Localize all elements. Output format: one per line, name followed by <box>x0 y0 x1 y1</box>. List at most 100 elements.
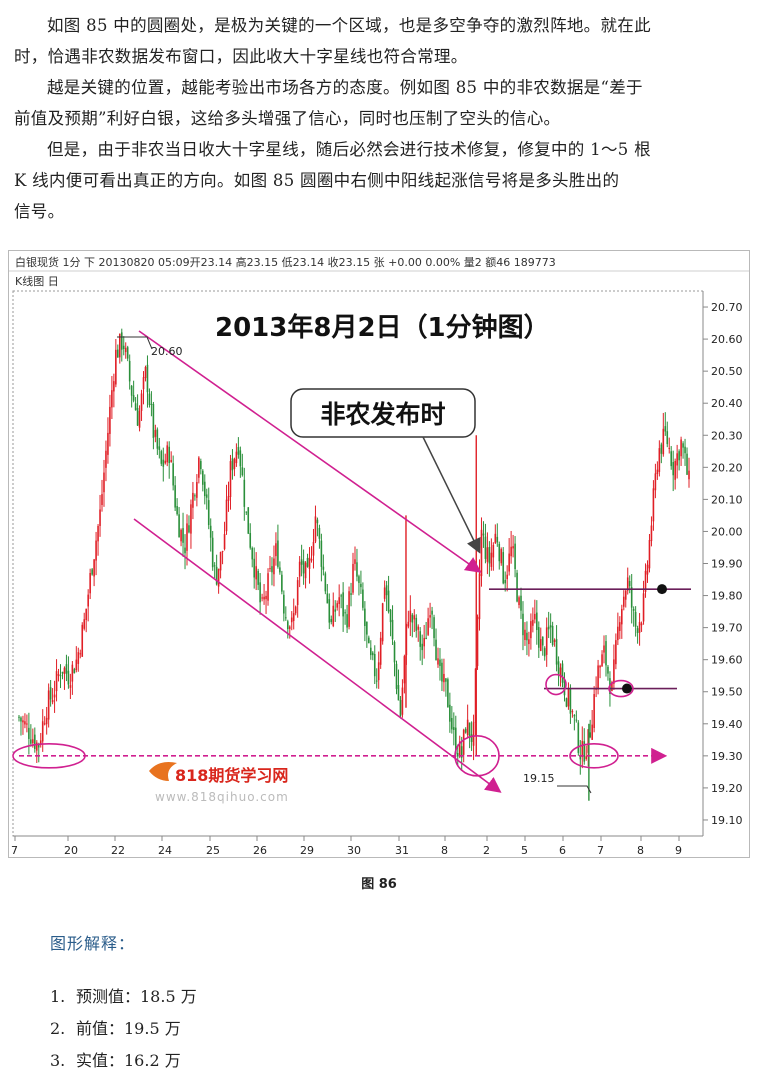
candle-body <box>646 564 649 575</box>
support-circle-right <box>569 743 619 769</box>
candle-body <box>65 664 68 674</box>
candle-body <box>47 690 50 720</box>
candle-body <box>245 511 248 513</box>
candle-body <box>427 618 429 635</box>
candle-body <box>484 536 487 559</box>
low-pointer <box>557 785 592 794</box>
candle-body <box>22 720 24 723</box>
candle-body <box>419 631 422 647</box>
candle-body <box>231 458 234 471</box>
candle-body <box>630 587 633 608</box>
candle-body <box>498 543 501 562</box>
candle-body <box>423 637 425 647</box>
y-tick-label: 19.90 <box>711 558 743 571</box>
candle-body <box>494 533 497 543</box>
candle-body <box>203 481 206 497</box>
candle-body <box>686 453 688 475</box>
candle-body <box>443 673 445 683</box>
candle-body <box>557 661 560 674</box>
candle-body <box>534 613 536 620</box>
candle-body <box>591 724 593 740</box>
candle-body <box>502 552 505 584</box>
candle-body <box>334 609 337 612</box>
candle-body <box>468 722 471 738</box>
explanation-item-3: 3. 实值：16.2 万 <box>50 1047 181 1071</box>
candle-body <box>373 654 376 677</box>
candle-body <box>45 717 48 725</box>
y-tick-label: 20.10 <box>711 493 743 506</box>
candle-body <box>575 719 578 721</box>
candle-body <box>571 711 574 713</box>
chart-canvas: 白银现货 1分 下 20130820 05:09开23.14 高23.15 低2… <box>9 255 749 857</box>
candle-body <box>559 667 562 678</box>
candle-body <box>340 595 342 597</box>
x-tick-label: 2 <box>483 844 490 857</box>
candle-body <box>239 450 242 467</box>
candle-body <box>156 429 159 449</box>
candle-body <box>124 347 127 353</box>
candle-body <box>658 448 661 472</box>
candle-body <box>283 594 285 614</box>
candle-body <box>524 629 526 640</box>
candle-body <box>306 557 309 567</box>
candle-body <box>43 723 46 725</box>
candle-body <box>41 721 44 742</box>
candle-body <box>154 430 157 437</box>
candle-body <box>182 528 184 543</box>
candle-body <box>281 574 283 592</box>
candle-body <box>290 617 293 623</box>
candle-body <box>158 446 161 451</box>
candle-body <box>543 648 546 657</box>
candle-body <box>75 659 78 671</box>
candle-body <box>624 590 627 600</box>
candle-body <box>476 616 479 667</box>
candle-body <box>425 637 427 639</box>
lower-trend-line <box>133 518 502 793</box>
candle-body <box>332 605 335 627</box>
candle-body <box>488 547 491 564</box>
candle-body <box>407 621 410 627</box>
candle-body <box>352 563 354 593</box>
explanation-item-label: 预测值：18.5 万 <box>76 987 197 1006</box>
candle-body <box>292 613 295 621</box>
candle-body <box>318 527 321 539</box>
candle-body <box>652 488 655 522</box>
candle-body <box>49 687 52 700</box>
y-tick-label: 20.70 <box>711 301 743 314</box>
candle-body <box>130 385 133 396</box>
candle-body <box>433 617 435 639</box>
candle-body <box>162 459 165 467</box>
candle-body <box>526 632 528 641</box>
candle-body <box>611 682 613 692</box>
candle-body <box>520 595 522 611</box>
callout-box <box>290 388 476 438</box>
paragraph-3-line-3: 信号。 <box>14 202 65 221</box>
candle-body <box>314 516 317 542</box>
candle-body <box>71 664 74 682</box>
candle-body <box>192 492 194 508</box>
candle-body <box>530 621 532 639</box>
candle-body <box>253 558 255 578</box>
candle-body <box>330 619 333 623</box>
candle-body <box>369 647 372 656</box>
candle-body <box>500 549 503 564</box>
y-tick-label: 20.50 <box>711 365 743 378</box>
explanation-item-1: 1. 预测值：18.5 万 <box>50 983 197 1007</box>
explanation-item-number: 2. <box>50 1019 66 1038</box>
candle-body <box>120 332 123 350</box>
candle-body <box>379 637 382 665</box>
candle-body <box>660 444 663 454</box>
candle-body <box>368 637 370 644</box>
candle-body <box>93 559 95 577</box>
y-tick-label: 19.60 <box>711 654 743 667</box>
candle-body <box>391 619 394 640</box>
candle-body <box>55 671 58 692</box>
candle-body <box>150 403 153 405</box>
candle-body <box>549 625 552 628</box>
candle-body <box>20 717 22 722</box>
candle-body <box>607 666 609 674</box>
candle-body <box>381 603 384 642</box>
candle-body <box>385 585 388 596</box>
candle-body <box>35 742 38 751</box>
candle-body <box>454 727 457 754</box>
